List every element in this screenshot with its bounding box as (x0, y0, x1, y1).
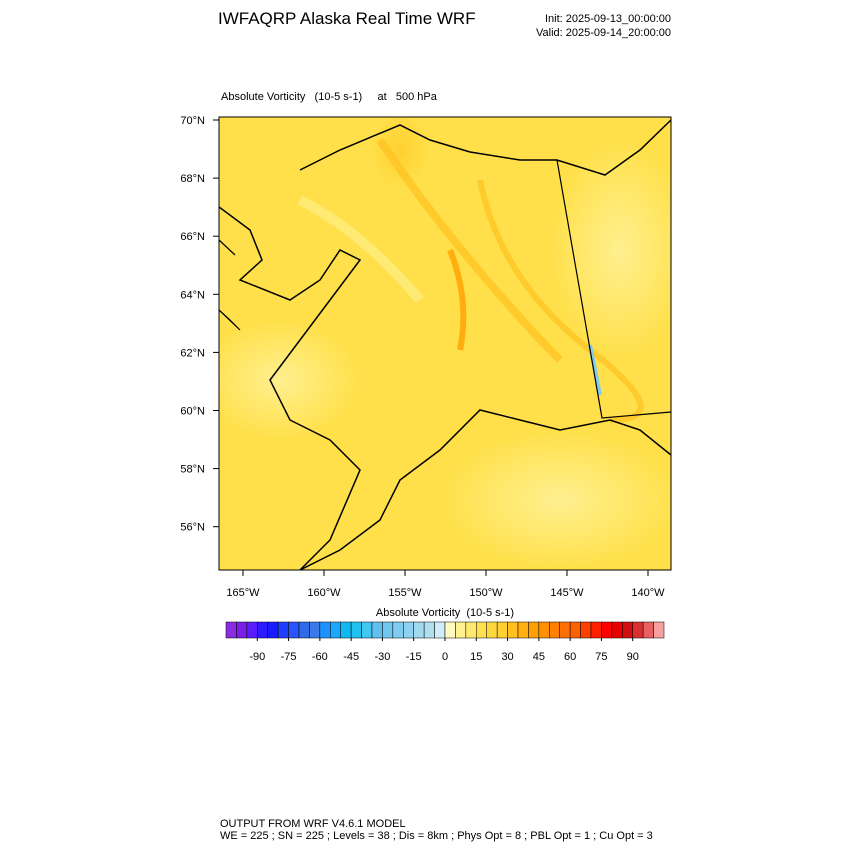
lon-label: 160°W (307, 587, 341, 599)
footer-line: OUTPUT FROM WRF V4.6.1 MODEL (220, 818, 406, 830)
colorbar-box (288, 621, 300, 639)
colorbar-box (465, 621, 477, 639)
colorbar-box (267, 621, 279, 639)
colorbar-tick-label: 30 (501, 651, 513, 663)
colorbar-tick-label: -30 (374, 651, 390, 663)
colorbar-box (246, 621, 258, 639)
colorbar-box (601, 621, 613, 639)
colorbar-box (319, 621, 331, 639)
colorbar-tick-label: 60 (564, 651, 576, 663)
lat-label: 60°N (180, 406, 205, 418)
colorbar-box (382, 621, 394, 639)
colorbar-box (330, 621, 341, 639)
colorbar-box (434, 621, 446, 639)
colorbar-title: Absolute Vorticity (10-5 s-1) (376, 607, 514, 619)
lon-label: 140°W (631, 587, 665, 599)
colorbar-box (538, 621, 550, 639)
map-subtitle: Absolute Vorticity (10-5 s-1) at 500 hPa (221, 91, 438, 103)
colorbar-tick-label: 0 (442, 651, 448, 663)
colorbar-tick-label: -15 (406, 651, 422, 663)
title: IWFAQRP Alaska Real Time WRF (218, 9, 476, 28)
lon-label: 155°W (388, 587, 422, 599)
colorbar-box (496, 621, 508, 639)
colorbar-box (622, 621, 633, 639)
colorbar-box (632, 621, 644, 639)
lat-label: 70°N (180, 115, 205, 127)
colorbar-box (611, 621, 623, 639)
colorbar-box (642, 621, 654, 639)
colorbar-box (549, 621, 560, 639)
colorbar-tick-label: -90 (249, 651, 265, 663)
lon-label: 145°W (550, 587, 584, 599)
colorbar-box (507, 621, 519, 639)
colorbar-box (528, 621, 540, 639)
colorbar-box (476, 621, 487, 639)
valid-time: Valid: 2025-09-14_20:00:00 (536, 27, 671, 39)
map-field (219, 117, 671, 570)
colorbar-box (590, 621, 602, 639)
colorbar-box (517, 621, 529, 639)
colorbar-box (423, 621, 435, 639)
colorbar-box (569, 621, 581, 639)
colorbar-box (340, 621, 352, 639)
colorbar-tick-label: 45 (533, 651, 545, 663)
colorbar-box (580, 621, 592, 639)
colorbar-tick-label: -75 (281, 651, 297, 663)
lat-label: 58°N (180, 464, 205, 476)
colorbar-box (444, 621, 456, 639)
lat-label: 62°N (180, 347, 205, 359)
colorbar-box (225, 621, 237, 639)
init-time: Init: 2025-09-13_00:00:00 (545, 13, 671, 25)
lat-label: 56°N (180, 522, 205, 534)
colorbar-tick-label: -45 (343, 651, 359, 663)
colorbar-box (236, 621, 248, 639)
colorbar-box (653, 621, 665, 639)
lon-label: 150°W (469, 587, 503, 599)
colorbar-box (413, 621, 425, 639)
lon-label: 165°W (226, 587, 260, 599)
lat-label: 68°N (180, 173, 205, 185)
colorbar-box (361, 621, 373, 639)
colorbar-box (350, 621, 362, 639)
colorbar-box (455, 621, 467, 639)
colorbar-box (371, 621, 383, 639)
lat-label: 64°N (180, 289, 205, 301)
colorbar-box (486, 621, 498, 639)
colorbar-box (403, 621, 414, 639)
colorbar-box (298, 621, 310, 639)
colorbar-tick-label: 90 (627, 651, 639, 663)
colorbar-box (277, 621, 289, 639)
colorbar-tick-label: -60 (312, 651, 328, 663)
colorbar-box (257, 621, 268, 639)
footer-line: WE = 225 ; SN = 225 ; Levels = 38 ; Dis … (220, 830, 653, 842)
colorbar-tick-label: 15 (470, 651, 482, 663)
colorbar-box (559, 621, 571, 639)
colorbar-tick-label: 75 (595, 651, 607, 663)
colorbar-box (309, 621, 321, 639)
colorbar-box (392, 621, 404, 639)
map-frame (218, 116, 672, 571)
lat-label: 66°N (180, 231, 205, 243)
